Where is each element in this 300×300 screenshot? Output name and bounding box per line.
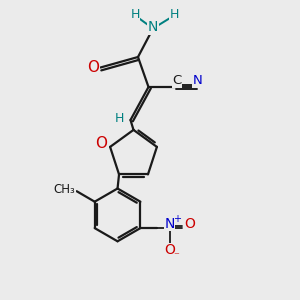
Text: H: H <box>114 112 124 125</box>
Text: O: O <box>184 217 195 231</box>
Text: N: N <box>193 74 203 88</box>
Text: H: H <box>130 8 140 22</box>
Text: O: O <box>87 60 99 75</box>
Text: ⁻: ⁻ <box>173 251 179 261</box>
Text: N: N <box>164 217 175 231</box>
Text: N: N <box>148 20 158 34</box>
Text: +: + <box>173 214 181 224</box>
Text: O: O <box>164 243 175 257</box>
Text: CH₃: CH₃ <box>53 183 75 196</box>
Text: O: O <box>95 136 107 152</box>
Text: C: C <box>172 74 182 88</box>
Text: H: H <box>169 8 179 22</box>
